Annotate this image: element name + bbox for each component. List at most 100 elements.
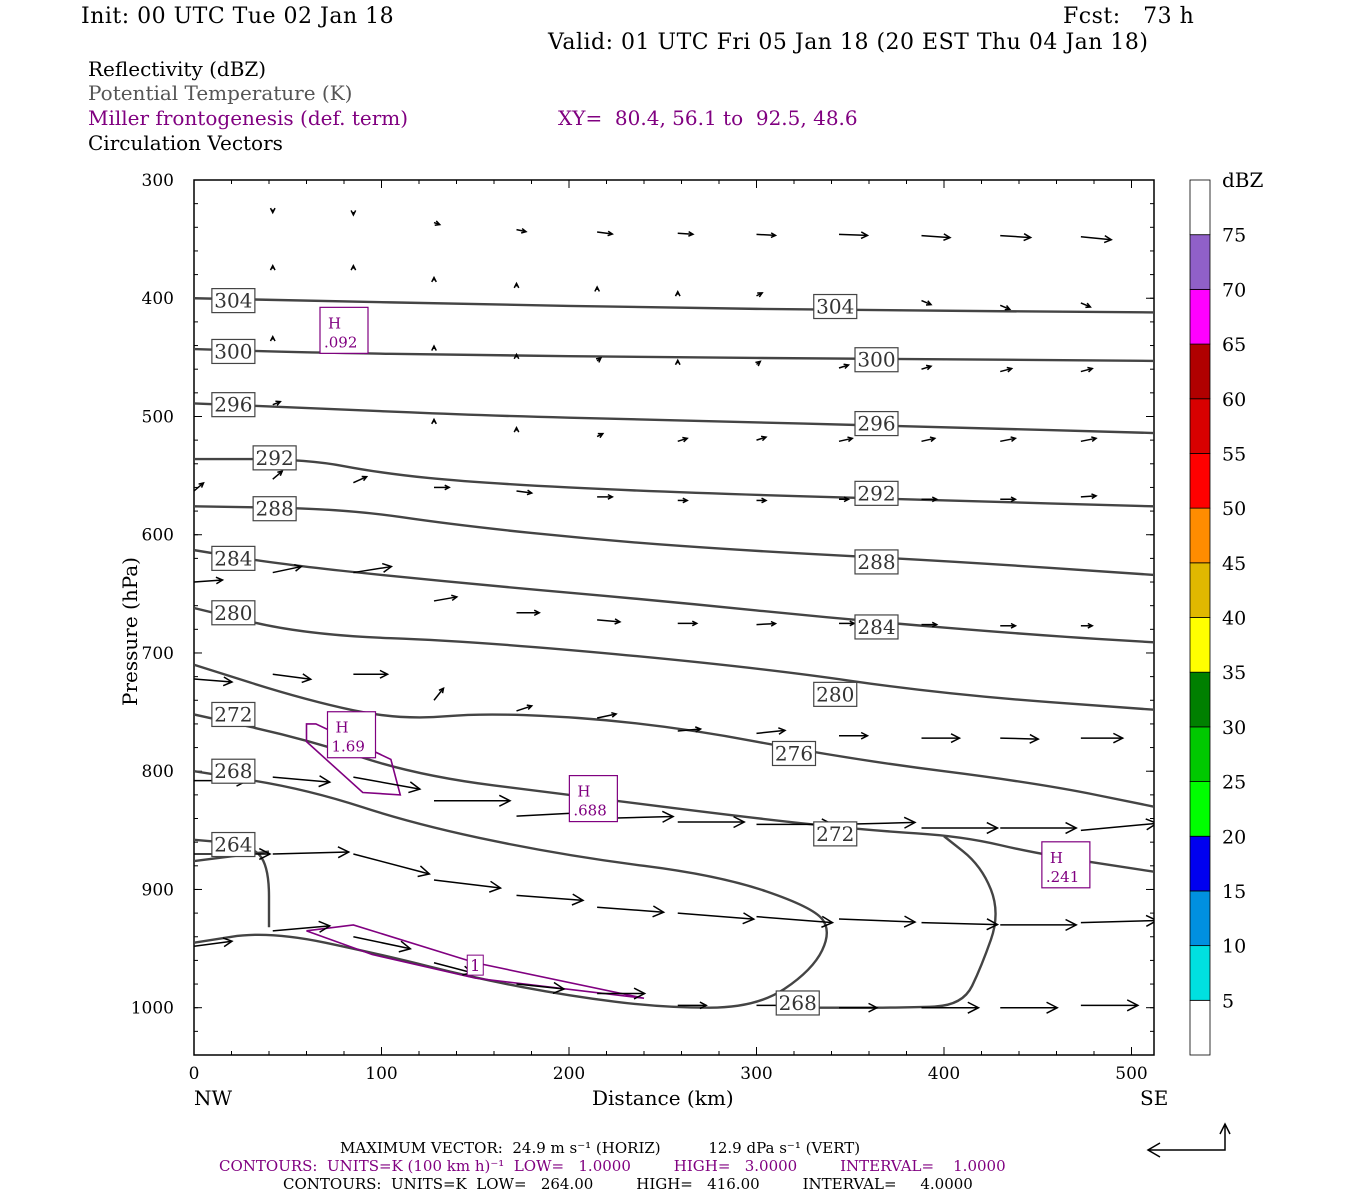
theta-contour-line (812, 835, 997, 1009)
circulation-vector-head (269, 264, 276, 271)
circulation-vector (1080, 437, 1097, 443)
circulation-vector-head (1029, 733, 1040, 744)
colorbar-title: dBZ (1222, 168, 1264, 192)
circulation-vector-head (269, 207, 276, 215)
circulation-vector (838, 233, 868, 237)
circulation-vector-head (821, 915, 835, 928)
circulation-vector-head (1085, 302, 1092, 309)
circulation-vector-head (903, 816, 917, 829)
circulation-vector (433, 879, 501, 889)
init-time: Init: 00 UTC Tue 02 Jan 18 (81, 4, 395, 29)
colorbar-tick-label: 50 (1222, 498, 1246, 520)
fronto-contour-label-box (466, 954, 484, 976)
theta-label-left: 300 (214, 339, 252, 363)
theta-label-left-box (252, 496, 297, 522)
circulation-vector (756, 436, 767, 441)
x-tick-label: 0 (189, 1064, 200, 1084)
colorbar-tick-label: 40 (1222, 608, 1246, 630)
max-vector-info: MAXIMUM VECTOR: 24.9 m s⁻¹ (HORIZ) 12.9 … (340, 1139, 861, 1157)
field-frontogenesis: Miller frontogenesis (def. term) (88, 106, 409, 130)
theta-label-left: 292 (256, 446, 294, 470)
fronto-max-box (568, 774, 618, 823)
circulation-vector-head (733, 815, 746, 829)
circulation-vector (433, 596, 457, 602)
fronto-max-box (1041, 841, 1091, 889)
colorbar-segment (1189, 507, 1211, 564)
circulation-vector-head (1145, 914, 1154, 927)
y-tick-label: 700 (142, 644, 174, 664)
theta-label-left: 264 (214, 833, 252, 857)
colorbar-tick-label: 30 (1222, 717, 1246, 739)
colorbar-segment (1189, 453, 1211, 509)
colorbar-tick-label: 15 (1222, 881, 1246, 903)
circulation-vector-head (520, 227, 528, 234)
theta-label-right-box (813, 293, 858, 320)
circulation-vector (677, 437, 688, 443)
circulation-vector-head (1046, 1001, 1059, 1014)
theta-contour-line (194, 770, 829, 1009)
colorbar-tick-label: 70 (1222, 279, 1246, 301)
circulation-vector (1000, 437, 1016, 443)
circulation-vector (272, 851, 349, 855)
circulation-vector-head (408, 781, 422, 794)
colorbar-segment (1189, 617, 1211, 673)
circulation-vector-head (925, 364, 933, 371)
circulation-vector-head (1087, 366, 1094, 373)
theta-label-left-box (211, 392, 256, 418)
colorbar-segment (1189, 999, 1211, 1056)
circulation-vector-head (1113, 732, 1125, 744)
circulation-vector-head (682, 436, 689, 443)
colorbar-segment (1189, 562, 1211, 618)
circulation-vector (516, 983, 565, 990)
circulation-vector-head (444, 484, 451, 491)
theta-label-right: 296 (857, 412, 895, 436)
circulation-vector-head (1010, 436, 1018, 442)
x-tick-label: 300 (740, 1064, 772, 1084)
circulation-vector-head (1006, 366, 1014, 373)
circulation-vector-head (1091, 436, 1098, 442)
circulation-vector-head (318, 920, 332, 933)
circulation-vector (1000, 737, 1039, 740)
theta-label-left: 296 (214, 393, 252, 417)
circulation-vector (353, 565, 392, 574)
circulation-vector-head (258, 847, 272, 861)
circulation-vector-head (682, 497, 689, 504)
circulation-vector-head (379, 669, 390, 679)
circulation-vector-head (1065, 821, 1078, 835)
theta-label-left: 288 (256, 497, 294, 521)
circulation-vector (756, 915, 833, 924)
reference-vector-arrow (1146, 1122, 1231, 1158)
circulation-vector (353, 776, 421, 790)
fronto-max-symbol: H (577, 783, 590, 801)
y-tick-label: 900 (142, 880, 174, 900)
theta-label-right: 276 (775, 741, 813, 765)
theta-contour-line (194, 606, 1154, 711)
circulation-vector-head (931, 496, 939, 503)
theta-contour-info: CONTOURS: UNITS=K LOW= 264.00 HIGH= 416.… (283, 1175, 973, 1193)
circulation-vector (1080, 822, 1154, 832)
fronto-contour-info: CONTOURS: UNITS=K (100 km h)⁻¹ LOW= 1.00… (219, 1157, 1006, 1175)
circulation-vector-head (652, 905, 666, 918)
circulation-vector-head (611, 711, 618, 718)
y-tick-label: 800 (142, 762, 174, 782)
circulation-vector-head (526, 704, 534, 710)
circulation-vector-head (215, 576, 225, 585)
circulation-vector (597, 619, 620, 623)
circulation-vector-head (860, 731, 870, 740)
circulation-vector-head (1023, 233, 1033, 242)
colorbar-segment (1189, 343, 1211, 400)
circulation-vector-head (691, 620, 699, 627)
theta-label-right: 288 (857, 550, 895, 574)
circulation-vector-head (778, 727, 787, 735)
circulation-vector-head (925, 300, 933, 306)
circulation-vector-head (350, 210, 357, 217)
circulation-vector (756, 233, 776, 237)
colorbar-tick-label: 60 (1222, 389, 1246, 411)
circulation-vector-head (513, 281, 520, 289)
circulation-vector-head (1145, 818, 1154, 831)
plot-frame (193, 179, 1155, 1056)
circulation-vector-head (277, 470, 284, 477)
theta-label-right: 272 (816, 822, 854, 846)
circulation-vector-head (1065, 918, 1078, 932)
theta-label-right-box (854, 410, 899, 437)
